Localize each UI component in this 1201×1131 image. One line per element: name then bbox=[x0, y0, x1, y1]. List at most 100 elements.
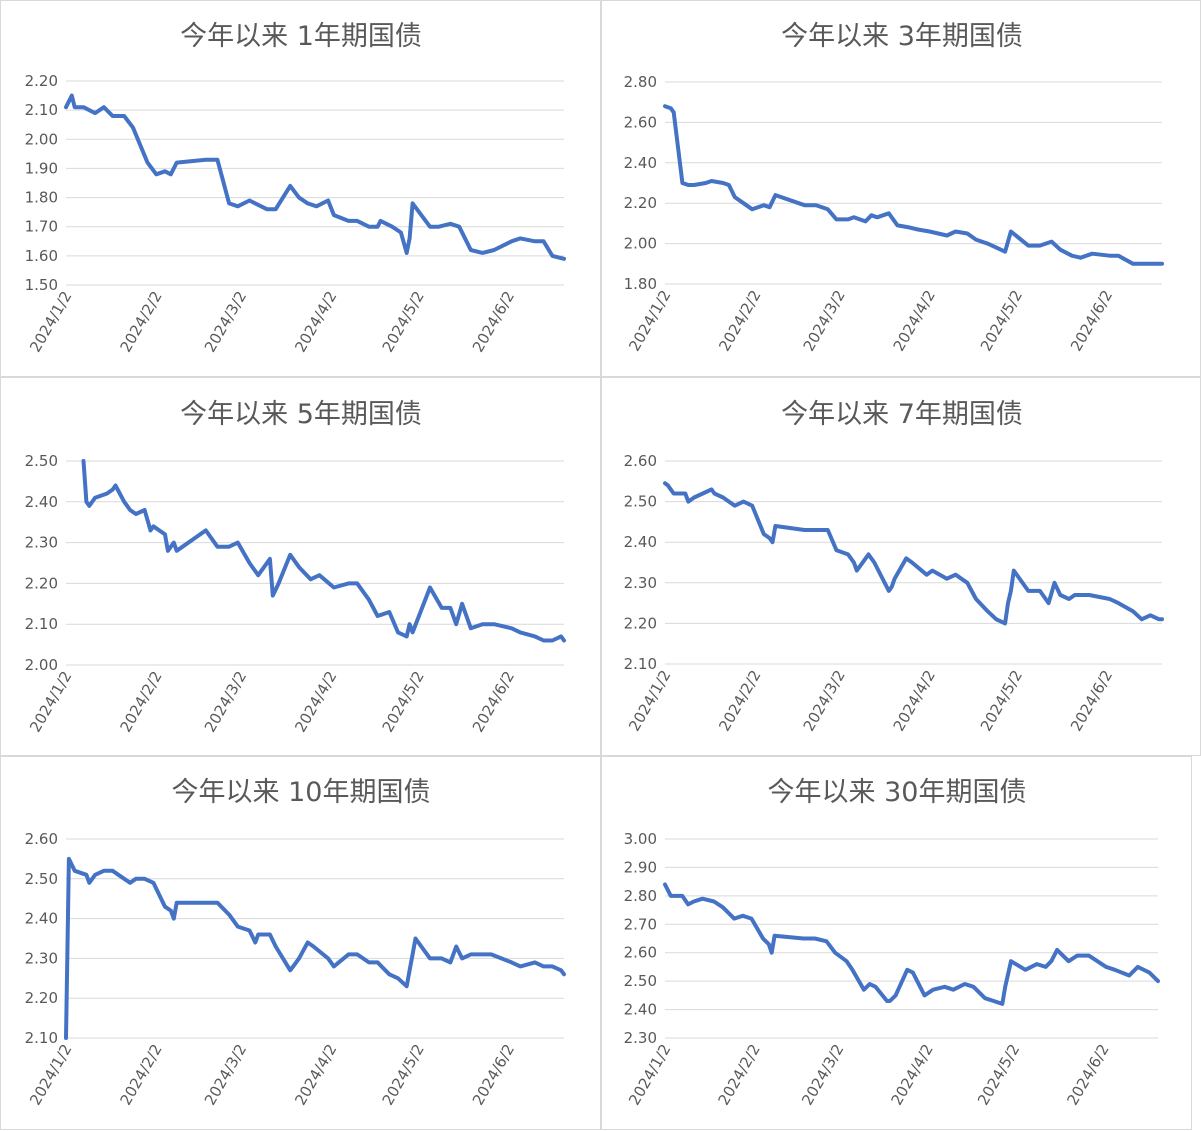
y-tick-label: 2.30 bbox=[25, 534, 58, 552]
series-line bbox=[663, 481, 1164, 626]
x-tick-label: 2024/1/2 bbox=[625, 667, 674, 734]
y-tick-label: 2.60 bbox=[624, 944, 657, 962]
y-tick-label: 2.30 bbox=[624, 1029, 657, 1047]
y-tick-label: 2.00 bbox=[25, 656, 58, 674]
x-tick-label: 2024/1/2 bbox=[26, 1041, 75, 1108]
y-tick-label: 1.80 bbox=[25, 189, 58, 207]
chart-svg: 今年以来 5年期国债 2.50 2.40 2.30 2.20 2.10 2.002024/1… bbox=[25, 399, 566, 735]
x-tick-label: 2024/1/2 bbox=[625, 287, 674, 354]
x-tick-label: 2024/4/2 bbox=[888, 1041, 937, 1108]
y-tick-label: 2.20 bbox=[25, 72, 58, 90]
x-tick-label: 2024/4/2 bbox=[291, 288, 340, 355]
x-tick-label: 2024/2/2 bbox=[116, 668, 165, 735]
x-tick-label: 2024/5/2 bbox=[974, 1041, 1023, 1108]
x-tick-label: 2024/2/2 bbox=[715, 287, 764, 354]
series-line bbox=[663, 104, 1164, 266]
y-tick-label: 2.30 bbox=[624, 574, 657, 592]
chart-panel-7y: 今年以来 3年期国债 2.80 2.60 2.40 2.20 2.00 1.80 2024/1… bbox=[601, 0, 1201, 377]
chart-panel-30y: 今年以来 30年期国债 3.00 2.90 2.80 2.70 2.60 2.50 2.40 2… bbox=[601, 756, 1192, 1130]
chart-svg: 今年以来 30年期国债 3.00 2.90 2.80 2.70 2.60 2.50 2.40 2… bbox=[624, 777, 1160, 1108]
chart-panel-3y: 今年以来 5年期国债 2.50 2.40 2.30 2.20 2.10 2.00 2024/1… bbox=[0, 377, 601, 756]
y-tick-label: 2.00 bbox=[624, 235, 657, 253]
y-tick-label: 2.40 bbox=[624, 1001, 657, 1019]
chart-panel-1y: 今年以来 1年期国债 2.20 2.10 2.00 1.90 1.80 1.70 1.60 1.… bbox=[0, 0, 601, 377]
y-tick-label: 2.40 bbox=[624, 533, 657, 551]
chart-svg: 今年以来 1年期国债 2.20 2.10 2.00 1.90 1.80 1.70 1.60 1.… bbox=[25, 21, 566, 355]
x-tick-label: 2024/1/2 bbox=[26, 288, 75, 355]
y-tick-label: 2.20 bbox=[624, 614, 657, 632]
chart-svg: 今年以来 10年期国债2.602.502.402.302.202.102024/… bbox=[25, 777, 566, 1108]
chart-svg: 今年以来 7年期国债 2.60 2.50 2.40 2.30 2.20 2.102024/1… bbox=[624, 399, 1164, 734]
x-tick-label: 2024/6/2 bbox=[1067, 287, 1116, 354]
x-tick-label: 2024/2/2 bbox=[715, 1041, 764, 1108]
x-tick-label: 2024/3/2 bbox=[800, 667, 849, 734]
chart-title: 今年以来 7年期国债 bbox=[781, 399, 1023, 430]
y-tick-label: 2.50 bbox=[624, 972, 657, 990]
series-line bbox=[663, 882, 1160, 1006]
y-tick-label: 2.80 bbox=[624, 887, 657, 905]
y-tick-label: 2.60 bbox=[25, 830, 58, 848]
chart-title: 今年以来 1年期国债 bbox=[180, 21, 422, 52]
chart-panel-5y: 今年以来 10年期国债 2.60 2.50 2.40 2.30 2.20 2.10 2024/… bbox=[0, 756, 601, 1130]
x-tick-label: 2024/5/2 bbox=[379, 668, 428, 735]
y-tick-label: 2.70 bbox=[624, 915, 657, 933]
x-tick-label: 2024/6/2 bbox=[469, 668, 518, 735]
y-tick-label: 2.10 bbox=[624, 655, 657, 673]
y-tick-label: 1.80 bbox=[624, 275, 657, 293]
y-tick-label: 1.70 bbox=[25, 218, 58, 236]
chart-svg: 今年以来 3年期国债 2.80 2.60 2.40 2.20 2.00 1.802024/1… bbox=[624, 21, 1164, 354]
y-tick-label: 2.60 bbox=[624, 113, 657, 131]
chart-title: 今年以来 30年期国债 bbox=[768, 777, 1027, 808]
x-tick-label: 2024/3/2 bbox=[201, 1041, 250, 1108]
y-tick-label: 2.20 bbox=[25, 989, 58, 1007]
x-tick-label: 2024/4/2 bbox=[890, 667, 939, 734]
x-tick-label: 2024/5/2 bbox=[379, 1041, 428, 1108]
y-tick-label: 2.10 bbox=[25, 615, 58, 633]
x-tick-label: 2024/1/2 bbox=[625, 1041, 674, 1108]
y-tick-label: 2.10 bbox=[25, 1029, 58, 1047]
x-tick-label: 2024/4/2 bbox=[291, 1041, 340, 1108]
x-tick-label: 2024/5/2 bbox=[977, 667, 1026, 734]
y-tick-label: 2.50 bbox=[25, 452, 58, 470]
x-tick-label: 2024/5/2 bbox=[379, 288, 428, 355]
y-tick-label: 2.20 bbox=[25, 574, 58, 592]
y-tick-label: 2.50 bbox=[624, 493, 657, 511]
y-tick-label: 2.40 bbox=[25, 493, 58, 511]
x-tick-label: 2024/1/2 bbox=[26, 668, 75, 735]
y-tick-label: 2.20 bbox=[624, 194, 657, 212]
x-tick-label: 2024/3/2 bbox=[798, 1041, 847, 1108]
y-tick-label: 1.50 bbox=[25, 276, 58, 294]
x-tick-label: 2024/2/2 bbox=[715, 667, 764, 734]
y-tick-label: 2.50 bbox=[25, 870, 58, 888]
chart-title: 今年以来 10年期国债 bbox=[172, 777, 431, 808]
y-tick-label: 2.00 bbox=[25, 130, 58, 148]
y-tick-label: 2.40 bbox=[624, 154, 657, 172]
chart-title: 今年以来 3年期国债 bbox=[781, 21, 1023, 52]
series-line bbox=[64, 93, 566, 261]
y-tick-label: 3.00 bbox=[624, 830, 657, 848]
chart-title: 今年以来 5年期国债 bbox=[180, 399, 422, 430]
x-tick-label: 2024/2/2 bbox=[116, 1041, 165, 1108]
y-tick-label: 1.60 bbox=[25, 247, 58, 265]
series-line bbox=[81, 459, 566, 643]
x-tick-label: 2024/6/2 bbox=[469, 288, 518, 355]
x-tick-label: 2024/3/2 bbox=[201, 288, 250, 355]
x-tick-label: 2024/4/2 bbox=[890, 287, 939, 354]
x-tick-label: 2024/3/2 bbox=[201, 668, 250, 735]
y-tick-label: 2.60 bbox=[624, 452, 657, 470]
y-tick-label: 2.90 bbox=[624, 858, 657, 876]
series-line bbox=[64, 856, 566, 1040]
y-tick-label: 2.10 bbox=[25, 101, 58, 119]
chart-panel-10y: 今年以来 7年期国债 2.60 2.50 2.40 2.30 2.20 2.10 2024/1… bbox=[601, 377, 1201, 756]
x-tick-label: 2024/3/2 bbox=[800, 287, 849, 354]
x-tick-label: 2024/4/2 bbox=[291, 668, 340, 735]
y-tick-label: 2.40 bbox=[25, 910, 58, 928]
y-tick-label: 1.90 bbox=[25, 159, 58, 177]
x-tick-label: 2024/6/2 bbox=[469, 1041, 518, 1108]
x-tick-label: 2024/5/2 bbox=[977, 287, 1026, 354]
x-tick-label: 2024/2/2 bbox=[116, 288, 165, 355]
x-tick-label: 2024/6/2 bbox=[1063, 1041, 1112, 1108]
y-tick-label: 2.30 bbox=[25, 949, 58, 967]
x-tick-label: 2024/6/2 bbox=[1067, 667, 1116, 734]
y-tick-label: 2.80 bbox=[624, 73, 657, 91]
